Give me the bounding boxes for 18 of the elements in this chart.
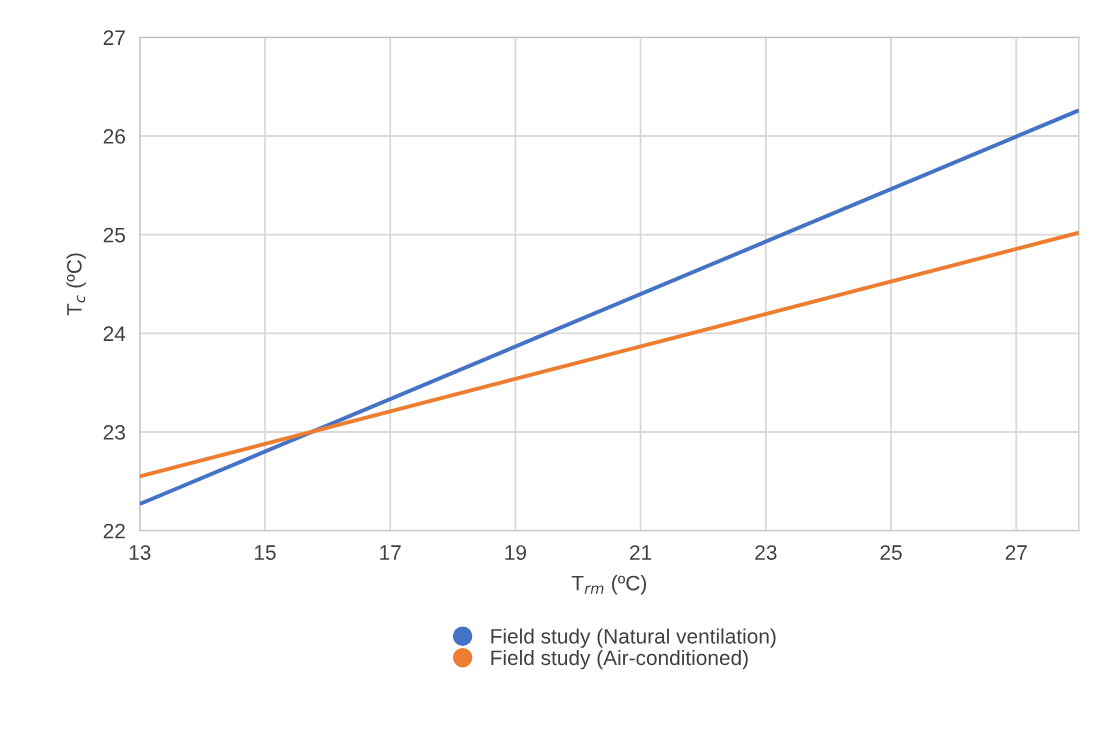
x-tick-label: 13: [129, 545, 151, 560]
x-tick-label: 25: [880, 545, 902, 560]
y-tick-label: 27: [103, 30, 125, 45]
x-tick-label: 19: [505, 545, 526, 560]
legend-label: Field study (Natural ventilation): [491, 628, 776, 648]
x-tick-label: 15: [254, 545, 276, 560]
y-tick-label: 25: [103, 227, 125, 243]
y-tick-label: 24: [103, 326, 126, 341]
x-tick-label: 27: [1005, 545, 1027, 560]
y-tick-label: 26: [103, 129, 125, 144]
legend-label: Field study (Air-conditioned): [491, 649, 748, 670]
x-tick-label: 17: [380, 545, 401, 560]
y-tick-label: 22: [103, 523, 125, 539]
y-axis-title: T$_{c}$ (ºC): [66, 253, 86, 316]
x-tick-label: 21: [630, 545, 652, 560]
y-tick-label: 23: [103, 425, 125, 440]
x-axis-title: T$_{rm}$ (ºC): [571, 575, 647, 595]
x-tick-label: 23: [755, 545, 777, 560]
